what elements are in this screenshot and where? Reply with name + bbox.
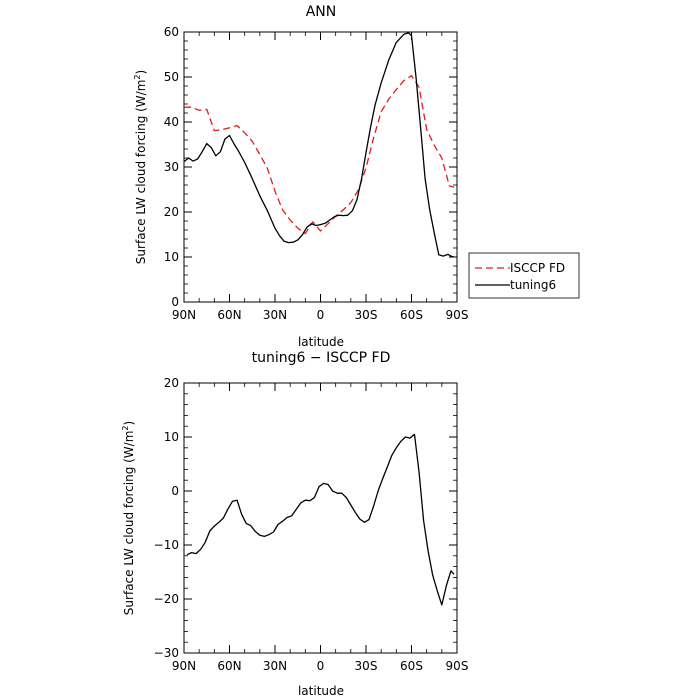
top-y-tick-label: 60 bbox=[164, 25, 179, 39]
top-y-axis-title-end: ) bbox=[134, 70, 148, 75]
bottom-y-tick-label: −10 bbox=[154, 538, 179, 552]
bottom-series-line-0 bbox=[186, 433, 455, 606]
bottom-y-tick-label: −20 bbox=[154, 592, 179, 606]
bottom-x-tick-label: 60S bbox=[400, 659, 423, 673]
top-y-tick-label: 50 bbox=[164, 70, 179, 84]
legend-box bbox=[468, 252, 580, 299]
bottom-x-tick-label: 0 bbox=[317, 659, 325, 673]
top-x-tick-label: 0 bbox=[317, 308, 325, 322]
top-x-axis-title: latitude bbox=[298, 335, 344, 349]
top-y-axis-title: Surface LW cloud forcing (W/m2) bbox=[133, 70, 148, 264]
bottom-y-axis-title-main: Surface LW cloud forcing (W/m bbox=[122, 431, 136, 616]
top-x-tick-label: 30S bbox=[355, 308, 378, 322]
bottom-y-tick-label: −30 bbox=[154, 646, 179, 660]
legend-label-tuning6: tuning6 bbox=[510, 278, 556, 292]
top-x-tick-label: 90N bbox=[172, 308, 196, 322]
bottom-y-tick-label: 0 bbox=[171, 484, 179, 498]
top-x-tick-label: 90S bbox=[446, 308, 469, 322]
top-series-line-tuning6 bbox=[183, 32, 455, 258]
top-y-axis-title-main: Surface LW cloud forcing (W/m bbox=[134, 80, 148, 265]
bottom-panel-title: tuning6 − ISCCP FD bbox=[252, 350, 391, 366]
bottom-x-tick-label: 90S bbox=[446, 659, 469, 673]
legend-label-isccp: ISCCP FD bbox=[510, 261, 565, 275]
top-y-tick-label: 10 bbox=[164, 250, 179, 264]
top-y-tick-label: 30 bbox=[164, 160, 179, 174]
top-y-axis-title-sup: 2 bbox=[133, 75, 142, 80]
top-y-tick-label: 0 bbox=[171, 295, 179, 309]
bottom-x-tick-label: 60N bbox=[217, 659, 241, 673]
top-y-tick-label: 20 bbox=[164, 205, 179, 219]
bottom-panel: tuning6 − ISCCP FD Surface LW cloud forc… bbox=[121, 350, 468, 698]
top-series-line-isccp-fd bbox=[184, 75, 455, 235]
bottom-x-tick-label: 90N bbox=[172, 659, 196, 673]
top-panel: ANN Surface LW cloud forcing (W/m2) lati… bbox=[133, 4, 468, 349]
bottom-y-tick-label: 10 bbox=[164, 430, 179, 444]
bottom-x-tick-label: 30S bbox=[355, 659, 378, 673]
top-x-tick-label: 30N bbox=[263, 308, 287, 322]
bottom-x-tick-label: 30N bbox=[263, 659, 287, 673]
top-y-tick-label: 40 bbox=[164, 115, 179, 129]
legend: ISCCP FD tuning6 bbox=[468, 252, 580, 299]
bottom-x-axis-title: latitude bbox=[298, 684, 344, 698]
bottom-y-axis-title: Surface LW cloud forcing (W/m2) bbox=[121, 421, 136, 615]
top-x-tick-label: 60N bbox=[217, 308, 241, 322]
bottom-plot-frame bbox=[183, 382, 458, 654]
bottom-y-axis-title-end: ) bbox=[122, 421, 136, 426]
top-panel-title: ANN bbox=[306, 4, 337, 20]
bottom-y-tick-label: 20 bbox=[164, 376, 179, 390]
bottom-y-axis-title-sup: 2 bbox=[121, 426, 130, 431]
top-x-tick-label: 60S bbox=[400, 308, 423, 322]
